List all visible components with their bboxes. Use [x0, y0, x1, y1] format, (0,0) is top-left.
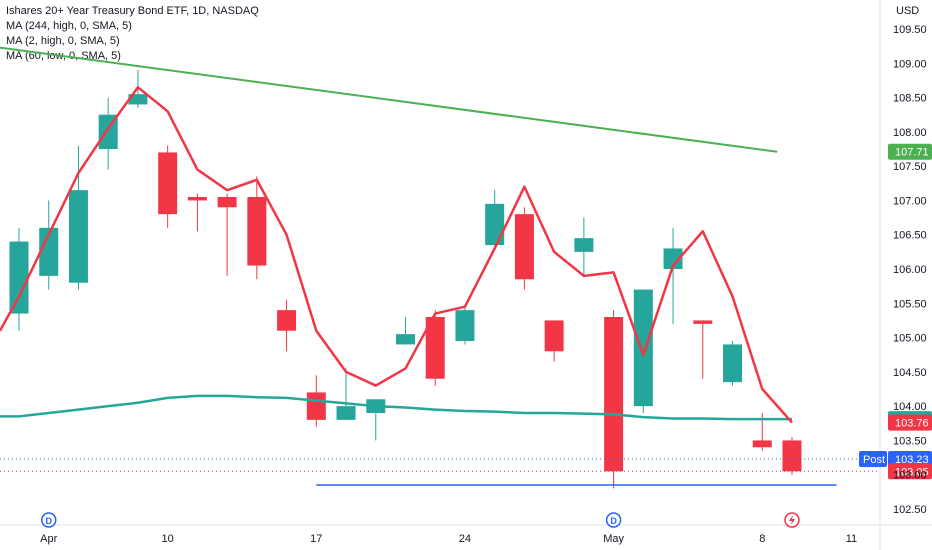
candle-body [574, 238, 594, 252]
y-tick-label: 107.50 [893, 161, 927, 173]
candle-body [158, 152, 178, 215]
candle-body [425, 317, 445, 379]
ma2-line[interactable] [0, 86, 793, 424]
flash-bolt-icon [788, 515, 795, 525]
y-tick-label: 105.00 [893, 333, 927, 345]
candle[interactable] [574, 217, 594, 276]
y-tick-label: 106.00 [893, 264, 927, 276]
dividend-marker-label: D [610, 516, 617, 526]
y-tick-label: 104.00 [893, 401, 927, 413]
ma244-line[interactable] [0, 46, 778, 153]
candle-body [336, 406, 356, 420]
y-tick-label: 103.50 [893, 435, 927, 447]
candle-body [752, 440, 772, 448]
candle-body [604, 317, 624, 472]
candle[interactable] [68, 145, 88, 290]
y-tick-label: 107.00 [893, 195, 927, 207]
ma2-price-tag-bg [888, 414, 932, 431]
currency-label: USD [896, 5, 919, 17]
dividend-marker[interactable] [605, 512, 622, 528]
candle-body [782, 440, 802, 472]
x-tick-label: 17 [310, 533, 322, 545]
y-tick-label: 109.50 [893, 24, 927, 36]
candle[interactable] [395, 317, 415, 345]
candle-body [9, 241, 29, 314]
candle-body [395, 334, 415, 345]
ma2-legend[interactable]: MA (2, high, 0, SMA, 5) [6, 35, 120, 47]
candle[interactable] [455, 306, 475, 345]
candle[interactable] [187, 193, 207, 232]
candle-body [544, 320, 564, 352]
post-label: Post [863, 454, 885, 466]
dividend-marker-label: D [45, 516, 52, 526]
candle[interactable] [544, 320, 564, 362]
candle[interactable] [514, 207, 534, 290]
post-price-tag-bg [888, 450, 932, 467]
y-tick-label: 103.00 [893, 470, 927, 482]
post-price-tag: 103.23 [895, 454, 929, 466]
candle[interactable] [9, 227, 29, 331]
candle[interactable] [98, 97, 118, 170]
x-tick-label: 11 [846, 533, 857, 545]
y-tick-label: 108.00 [893, 127, 927, 139]
close-price-tag-bg [888, 463, 932, 480]
candle-body [217, 197, 237, 208]
candle-body [68, 190, 88, 283]
candle-body [187, 197, 207, 201]
candle-body [633, 289, 653, 407]
ma2-price-tag: 103.76 [895, 418, 929, 430]
y-tick-label: 106.50 [893, 230, 927, 242]
ma244-price-tag-bg [888, 143, 932, 160]
candle[interactable] [217, 193, 237, 276]
candle[interactable] [723, 341, 743, 386]
candle-body [723, 344, 743, 383]
y-tick-label: 104.50 [893, 367, 927, 379]
candle[interactable] [247, 176, 267, 280]
candle[interactable] [663, 227, 683, 324]
candle[interactable] [39, 200, 59, 290]
candle-body [663, 248, 683, 269]
ma244-price-tag: 107.71 [895, 147, 929, 159]
candle-body [514, 214, 534, 280]
x-tick-label: 8 [759, 533, 765, 545]
candle-body [247, 197, 267, 266]
candle[interactable] [336, 368, 356, 420]
x-tick-label: 24 [459, 533, 471, 545]
y-tick-label: 105.50 [893, 298, 927, 310]
candle[interactable] [485, 190, 505, 249]
x-tick-label: May [603, 533, 624, 545]
candle-body [693, 320, 713, 324]
candle[interactable] [782, 437, 802, 475]
close-price-tag: 103.05 [895, 466, 929, 478]
candle[interactable] [158, 145, 178, 228]
candle[interactable] [604, 310, 624, 489]
candle[interactable] [425, 310, 445, 386]
ma244-legend[interactable]: MA (244, high, 0, SMA, 5) [6, 20, 132, 32]
candle[interactable] [277, 299, 297, 352]
candle-body [306, 392, 326, 420]
candle-body [485, 203, 505, 245]
y-tick-label: 109.00 [893, 58, 927, 70]
x-tick-label: 10 [162, 533, 174, 545]
x-tick-label: Apr [40, 533, 57, 545]
dividend-marker[interactable] [40, 512, 57, 528]
candle-body [128, 94, 148, 105]
candle-body [277, 310, 297, 331]
symbol-title[interactable]: Ishares 20+ Year Treasury Bond ETF, 1D, … [6, 5, 259, 17]
ma60-line[interactable] [0, 394, 792, 421]
post-label-bg [859, 450, 887, 467]
y-tick-label: 102.50 [893, 504, 927, 516]
candle[interactable] [693, 320, 713, 379]
y-tick-label: 108.50 [893, 93, 927, 105]
candle-body [455, 310, 475, 341]
candle-body [39, 227, 59, 276]
